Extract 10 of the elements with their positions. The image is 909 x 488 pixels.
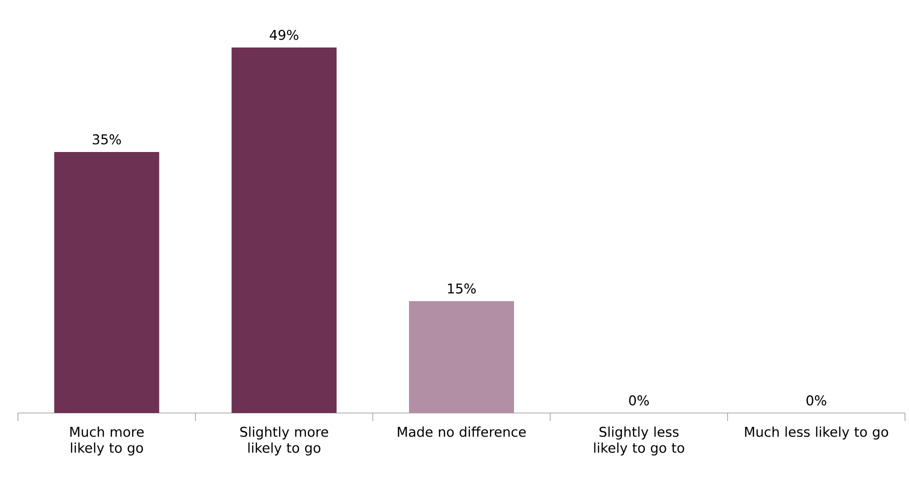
data-label: 49% [270, 30, 298, 40]
x-tick-label: Slightly more likely to go [240, 426, 328, 456]
data-label: 35% [92, 134, 121, 144]
x-tick-label: Much more likely to go [70, 426, 144, 456]
data-label: 15% [448, 283, 476, 294]
x-tick-label: Much less likely to go [745, 426, 888, 440]
x-tick-label: Made no difference [398, 426, 526, 437]
data-label: 0% [629, 395, 649, 406]
data-label: 0% [806, 395, 826, 406]
x-tick-label: Slightly less likely to go to [594, 426, 684, 456]
